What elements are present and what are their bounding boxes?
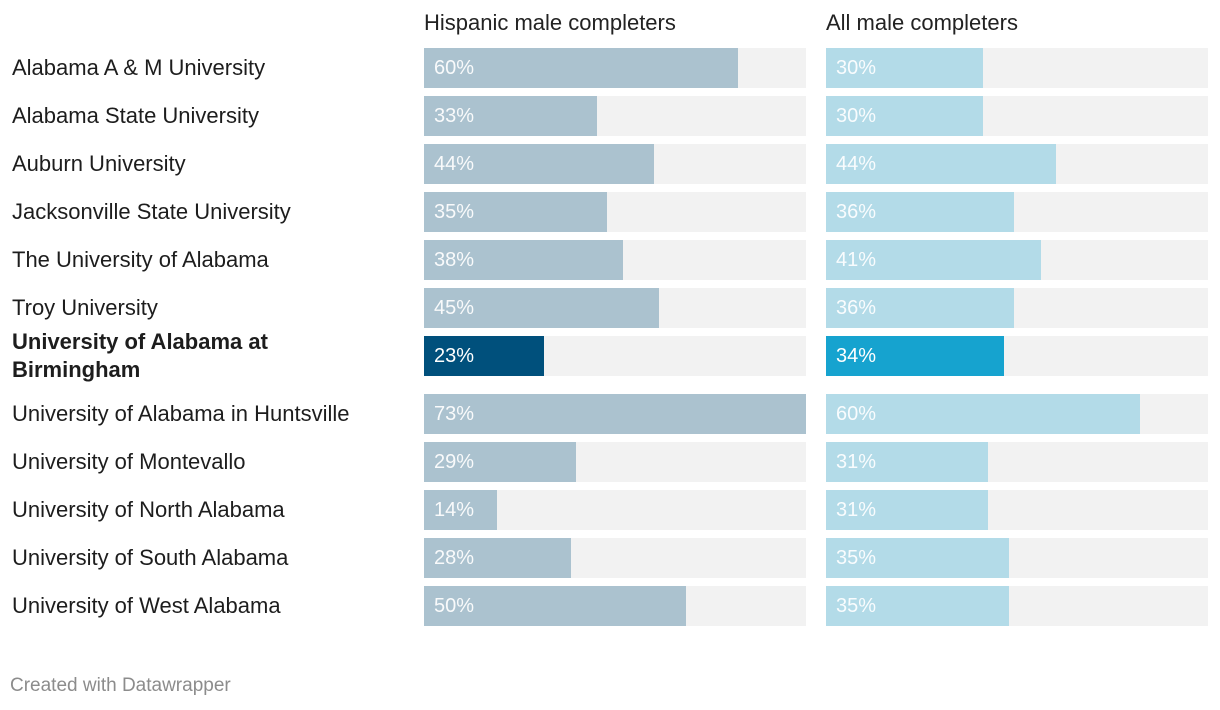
bar-track: 29% — [424, 442, 806, 482]
data-label: 23% — [434, 345, 475, 367]
bar-track: 28% — [424, 538, 806, 578]
bar-track: 23% — [424, 336, 806, 376]
bar-track: 30% — [826, 96, 1208, 136]
data-label: 30% — [836, 105, 877, 127]
bar-track: 60% — [826, 394, 1208, 434]
bar — [424, 192, 608, 232]
row-label: University of Alabama in Huntsville — [12, 401, 350, 426]
bar-track: 31% — [826, 442, 1208, 482]
data-label: 30% — [836, 57, 877, 79]
bar — [424, 240, 623, 280]
bar-track: 44% — [424, 144, 806, 184]
bar — [424, 394, 806, 434]
data-label: 50% — [434, 595, 475, 617]
bar — [826, 48, 983, 88]
bar-track: 50% — [424, 586, 806, 626]
data-label: 28% — [434, 547, 475, 569]
data-label: 31% — [836, 499, 877, 521]
data-label: 60% — [836, 403, 877, 425]
row-label: University of Alabama at Birmingham — [12, 329, 268, 382]
data-label: 44% — [836, 153, 877, 175]
bar — [424, 586, 686, 626]
bar-track: 31% — [826, 490, 1208, 530]
row-label: Auburn University — [12, 151, 186, 176]
series-header-hispanic: Hispanic male completers — [424, 10, 676, 35]
bar — [826, 442, 989, 482]
bar-track: 44% — [826, 144, 1208, 184]
bar-track: 45% — [424, 288, 806, 328]
data-label: 36% — [836, 297, 877, 319]
bar — [424, 48, 738, 88]
bar-track: 73% — [424, 394, 806, 434]
bar — [826, 538, 1010, 578]
row-label: University of Montevallo — [12, 449, 246, 474]
bar — [826, 394, 1140, 434]
bar-track: 60% — [424, 48, 806, 88]
bar — [826, 144, 1057, 184]
series-header-all: All male completers — [826, 10, 1018, 35]
data-label: 38% — [434, 249, 475, 271]
bar-track: 35% — [424, 192, 806, 232]
row-label: Alabama A & M University — [12, 55, 266, 80]
data-label: 73% — [434, 403, 475, 425]
bar — [826, 240, 1041, 280]
data-label: 44% — [434, 153, 475, 175]
bar-track: 33% — [424, 96, 806, 136]
bar-track: 35% — [826, 586, 1208, 626]
row-label: University of South Alabama — [12, 545, 289, 570]
bar-track: 35% — [826, 538, 1208, 578]
data-label: 35% — [836, 595, 877, 617]
data-label: 41% — [836, 249, 877, 271]
data-label: 34% — [836, 345, 877, 367]
data-label: 60% — [434, 57, 475, 79]
bar — [826, 288, 1015, 328]
row-label: Jacksonville State University — [12, 199, 291, 224]
bar-track: 36% — [826, 288, 1208, 328]
row-label: Troy University — [12, 295, 158, 320]
bar — [424, 336, 545, 376]
data-label: 35% — [836, 547, 877, 569]
bar — [424, 442, 576, 482]
row-label: Alabama State University — [12, 103, 259, 128]
bar-track: 36% — [826, 192, 1208, 232]
bar-track: 30% — [826, 48, 1208, 88]
row-label: University of West Alabama — [12, 593, 281, 618]
bar — [826, 586, 1010, 626]
bar — [424, 490, 498, 530]
bar — [826, 336, 1004, 376]
data-label: 45% — [434, 297, 475, 319]
bar — [826, 96, 983, 136]
data-label: 31% — [836, 451, 877, 473]
data-label: 35% — [434, 201, 475, 223]
bar-track: 38% — [424, 240, 806, 280]
data-label: 29% — [434, 451, 475, 473]
bar — [424, 96, 597, 136]
bar — [424, 538, 571, 578]
bar-track: 14% — [424, 490, 806, 530]
bar — [826, 192, 1015, 232]
datawrapper-credit[interactable]: Created with Datawrapper — [10, 675, 231, 696]
row-label: The University of Alabama — [12, 247, 269, 272]
row-label: University of North Alabama — [12, 497, 285, 522]
data-label: 36% — [836, 201, 877, 223]
bar-track: 34% — [826, 336, 1208, 376]
data-label: 14% — [434, 499, 475, 521]
bar — [424, 288, 660, 328]
bar — [826, 490, 989, 530]
bar-track: 41% — [826, 240, 1208, 280]
data-label: 33% — [434, 105, 475, 127]
bar — [424, 144, 655, 184]
